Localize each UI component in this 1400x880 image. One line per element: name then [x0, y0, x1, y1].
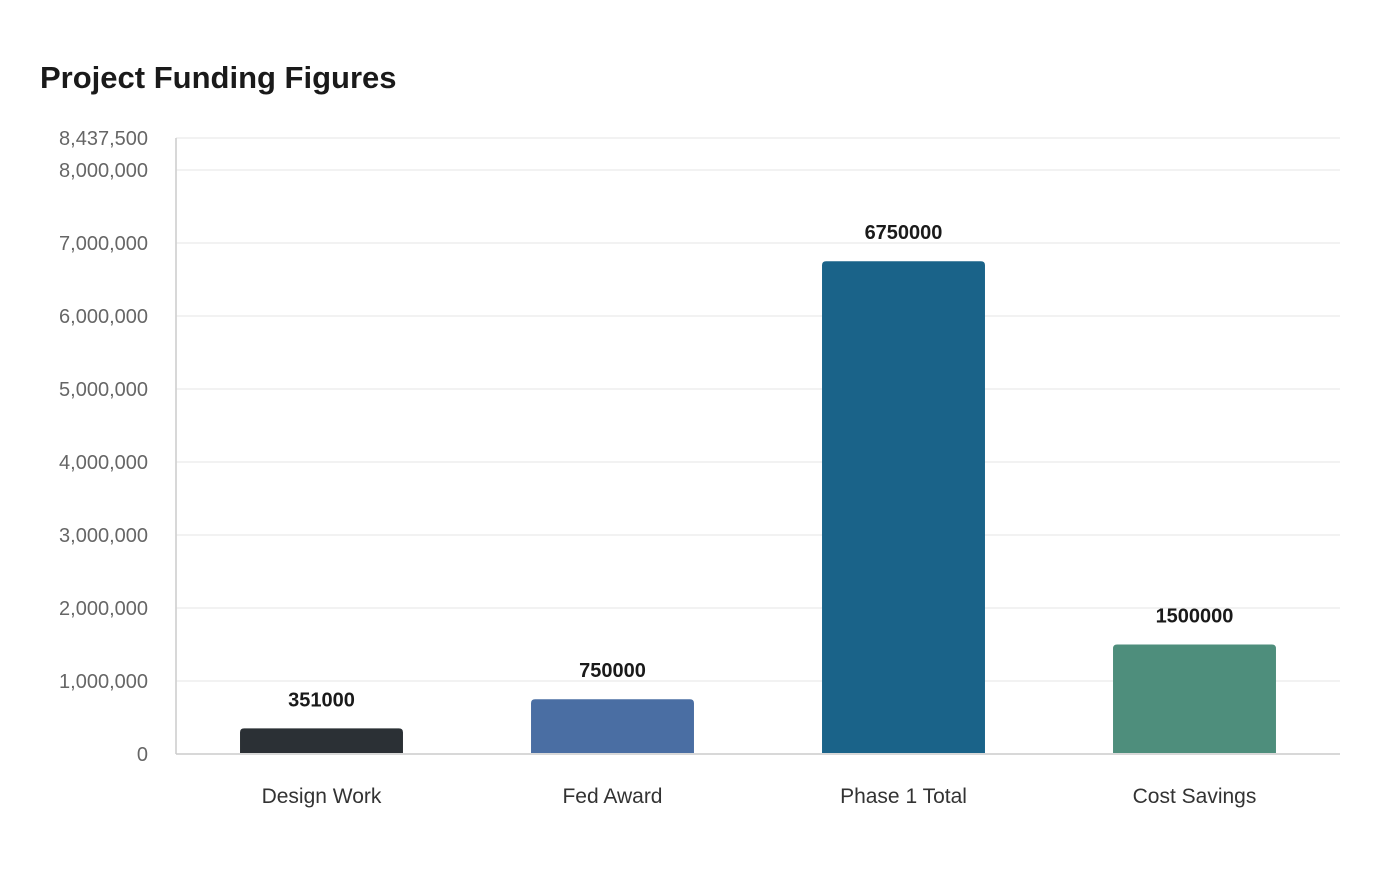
- y-tick-label: 4,000,000: [59, 452, 148, 474]
- y-tick-label: 8,437,500: [59, 128, 148, 150]
- y-tick-label: 5,000,000: [59, 379, 148, 401]
- bars: [240, 261, 1276, 753]
- data-label: 351000: [288, 689, 355, 711]
- y-tick-label: 0: [137, 744, 148, 766]
- axes: [175, 138, 1340, 755]
- bar-cost-savings: [1113, 644, 1276, 753]
- data-label: 6750000: [865, 222, 943, 244]
- labels: 0 1,000,000 2,000,000 3,000,000 4,000,000 5,0…: [59, 128, 1256, 808]
- chart-title: Project Funding Figures: [40, 60, 397, 95]
- y-tick-label: 6,000,000: [59, 306, 148, 328]
- x-tick-label: Fed Award: [562, 785, 662, 808]
- bar-fed-award: [531, 699, 694, 753]
- bar-phase-1-total: [822, 261, 985, 753]
- y-tick-label: 3,000,000: [59, 525, 148, 547]
- x-tick-label: Design Work: [262, 785, 382, 808]
- y-tick-label: 8,000,000: [59, 160, 148, 182]
- x-tick-label: Cost Savings: [1133, 785, 1257, 808]
- x-tick-label: Phase 1 Total: [840, 785, 967, 808]
- y-tick-label: 1,000,000: [59, 671, 148, 693]
- y-tick-label: 7,000,000: [59, 233, 148, 255]
- data-label: 1500000: [1156, 605, 1234, 627]
- bar-design-work: [240, 728, 403, 753]
- data-label: 750000: [579, 660, 646, 682]
- grid-lines: [176, 137, 1340, 682]
- y-tick-label: 2,000,000: [59, 598, 148, 620]
